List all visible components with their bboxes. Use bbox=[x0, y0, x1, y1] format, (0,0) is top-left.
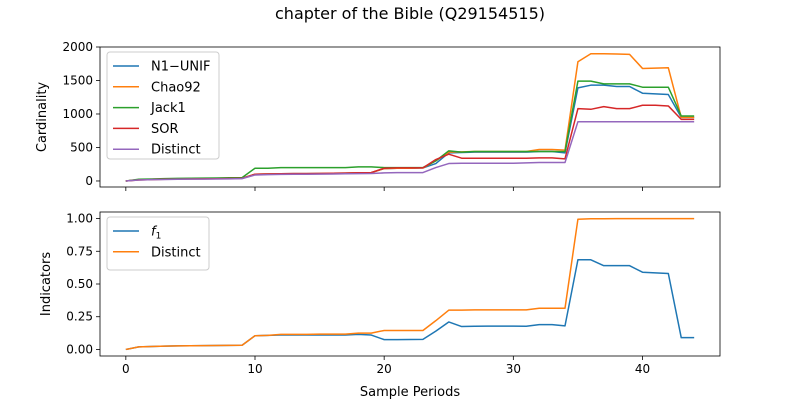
series-line-bottom-0 bbox=[125, 259, 695, 351]
series-line-top-4 bbox=[125, 120, 695, 182]
legend-label: N1−UNIF bbox=[151, 60, 210, 75]
series-line-bottom-1 bbox=[125, 217, 695, 351]
y-tick-label: 0.00 bbox=[66, 342, 93, 356]
x-tick-label: 0 bbox=[122, 362, 130, 376]
legend-label: SOR bbox=[151, 122, 179, 137]
x-tick-label: 30 bbox=[506, 362, 521, 376]
legend-frame bbox=[106, 51, 220, 160]
y-tick-label: 1.00 bbox=[66, 212, 93, 226]
legend-label: f1 bbox=[151, 225, 161, 242]
plot-area bbox=[125, 52, 695, 182]
y-tick-label: 0.50 bbox=[66, 277, 93, 291]
y-tick-label: 500 bbox=[70, 140, 93, 154]
y-tick-label: 0 bbox=[85, 174, 93, 188]
y-tick-label: 2000 bbox=[62, 40, 93, 54]
legend-frame bbox=[106, 216, 210, 271]
bottom-panel-indicators: 0 10 20 30 40 0.00 0.25 0.50 0.75 1.00 Indicators S… bbox=[39, 212, 721, 400]
y-tick-label: 0.75 bbox=[66, 244, 93, 258]
figure-title: chapter of the Bible (Q29154515) bbox=[275, 4, 545, 23]
x-axis-label: Sample Periods bbox=[360, 385, 460, 400]
y-tick-label: 0.25 bbox=[66, 310, 93, 324]
y-tick-label: 1500 bbox=[62, 73, 93, 87]
legend-label: Distinct bbox=[151, 245, 201, 260]
legend-label: Distinct bbox=[151, 143, 201, 158]
x-tick-label: 40 bbox=[635, 362, 650, 376]
y-axis-label: Cardinality bbox=[35, 82, 50, 153]
top-panel-cardinality: 0 500 1000 1500 2000 Cardinality N1−UNIF Chao92… bbox=[35, 40, 721, 191]
plot-area bbox=[125, 217, 695, 351]
legend-label: Jack1 bbox=[150, 101, 186, 116]
x-tick-label: 10 bbox=[247, 362, 262, 376]
y-tick-label: 1000 bbox=[62, 107, 93, 121]
axes-frame bbox=[99, 46, 721, 188]
y-axis-label: Indicators bbox=[39, 252, 54, 316]
legend: N1−UNIF Chao92 Jack1 SOR Distinct bbox=[106, 51, 220, 160]
legend-label: Chao92 bbox=[151, 80, 201, 95]
legend: f1 Distinct bbox=[106, 216, 210, 271]
x-tick-label: 20 bbox=[377, 362, 392, 376]
